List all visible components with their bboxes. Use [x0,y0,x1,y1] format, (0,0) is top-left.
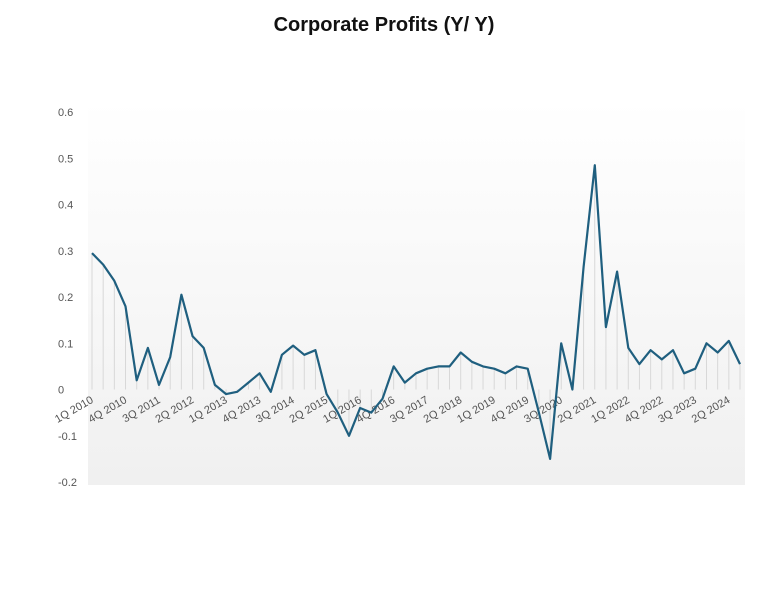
series-layer [91,164,741,460]
y-tick-label: 0 [58,385,64,397]
y-axis: 0.6 0.5 0.4 0.3 0.2 0.1 0 -0.1 -0.2 [58,107,77,489]
series-line [91,164,741,460]
plot-area [88,100,745,485]
y-tick-label: 0.3 [58,246,73,258]
chart-title: Corporate Profits (Y/ Y) [273,14,495,36]
y-tick-label: 0.2 [58,292,73,304]
y-tick-label: 0.5 [58,153,73,165]
y-tick-label: 0.4 [58,200,73,212]
y-tick-label: -0.2 [58,477,77,489]
y-tick-label: 0.1 [58,338,73,350]
y-tick-label: 0.6 [58,107,73,119]
y-tick-label: -0.1 [58,431,77,443]
